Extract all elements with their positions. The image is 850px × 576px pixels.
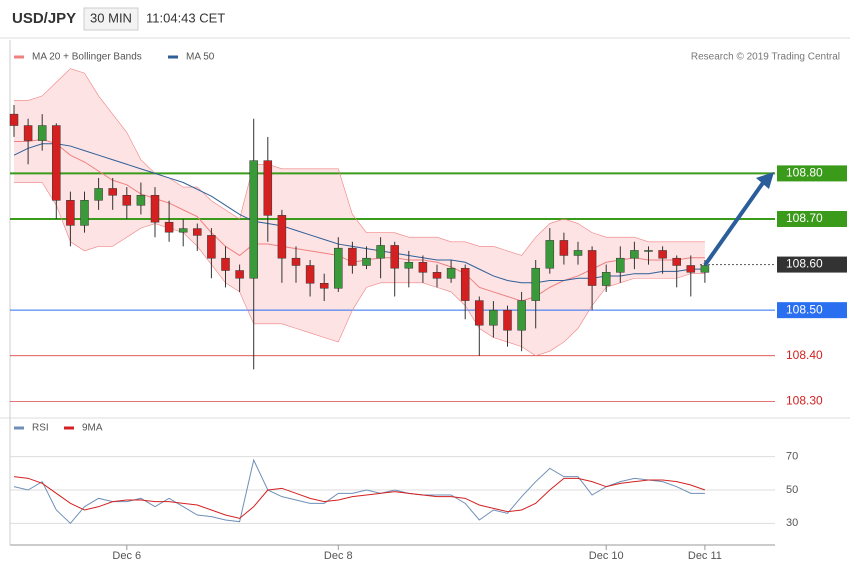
candle-body [193, 228, 202, 236]
level-label: 108.30 [786, 393, 823, 407]
level-label: 108.70 [786, 211, 823, 225]
candle-body [601, 272, 611, 286]
legend-label: MA 20 + Bollinger Bands [32, 52, 142, 63]
candle-body [418, 262, 428, 273]
candle-body [517, 300, 526, 331]
candle-body [235, 270, 244, 279]
candle-body [249, 160, 258, 279]
forecast-arrow [703, 178, 767, 267]
candle-body [150, 195, 160, 223]
candle-body [432, 272, 442, 279]
legend: MA 20 + Bollinger Bands MA 50 RSI 9MA [14, 52, 215, 434]
candle-body [531, 267, 540, 301]
rsi-line [13, 476, 706, 519]
candle-body [9, 113, 19, 126]
credit: Research © 2019 Trading Central [691, 52, 840, 63]
candle-body [207, 235, 216, 259]
x-tick-label: Dec 10 [589, 550, 624, 562]
candle-body [559, 240, 569, 256]
candle-body [587, 250, 597, 286]
bollinger-upper [14, 68, 705, 256]
legend-label: 9MA [82, 423, 103, 434]
y-tick-label: 50 [786, 484, 798, 496]
candle-body [66, 200, 75, 226]
candle-body [122, 195, 132, 206]
candle-body [700, 265, 710, 273]
candle-body [489, 309, 498, 326]
candle-body [136, 195, 146, 206]
candle-body [573, 250, 583, 256]
y-tick-label: 30 [786, 517, 798, 529]
level-box [777, 165, 847, 182]
candle-body [616, 257, 625, 273]
candle-body [348, 247, 357, 266]
y-tick-label: 70 [786, 451, 798, 463]
candle-body [263, 160, 273, 216]
level-box [777, 302, 847, 319]
candle-body [305, 265, 315, 284]
legend-label: RSI [32, 423, 49, 434]
candle-body [672, 257, 681, 266]
candle-body [178, 228, 188, 233]
time: 11:04:43 CET [146, 10, 225, 25]
level-label: 108.60 [786, 257, 823, 271]
candle-body [460, 267, 470, 301]
candle-body [277, 215, 287, 259]
level-label: 108.40 [786, 348, 823, 362]
candle-body [164, 221, 174, 233]
candle-body [319, 283, 329, 289]
x-tick-label: Dec 6 [112, 550, 141, 562]
level-label: 108.80 [786, 166, 823, 180]
candle-body [404, 262, 414, 269]
candle-body [23, 125, 33, 141]
candle-body [362, 257, 371, 266]
candle-body [545, 240, 555, 269]
level-label: 108.50 [786, 302, 823, 316]
candle-body [686, 265, 696, 273]
interval: 30 MIN [90, 10, 132, 25]
candle-body [94, 188, 103, 201]
x-tick-label: Dec 8 [324, 550, 353, 562]
rsi-line [13, 458, 705, 525]
interval-box [83, 7, 139, 31]
bollinger-lower [14, 182, 705, 357]
x-tick-label: Dec 11 [688, 550, 722, 562]
arrow-head [756, 172, 774, 189]
candle-body [644, 250, 653, 252]
candle-body [390, 245, 399, 269]
candle-body [37, 125, 47, 141]
candle-body [221, 257, 230, 271]
candle-body [630, 250, 639, 259]
candle-body [446, 267, 456, 279]
level-box [777, 210, 847, 227]
candle-body [475, 300, 484, 326]
candle-body [291, 257, 301, 266]
candle-body [376, 245, 385, 259]
level-box [777, 256, 847, 273]
symbol: USD/JPY [12, 10, 76, 27]
candle-body [80, 200, 89, 226]
legend-label: MA 50 [186, 52, 215, 63]
candle-body [334, 247, 343, 289]
candle-body [52, 125, 61, 201]
candle-body [503, 309, 512, 331]
candle-body [658, 250, 667, 259]
candle-body [108, 188, 117, 196]
